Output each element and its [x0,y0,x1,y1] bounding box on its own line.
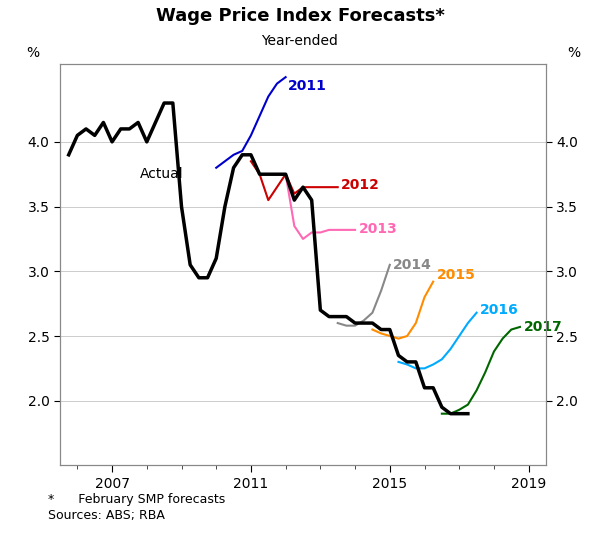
Text: 2016: 2016 [480,303,519,317]
Text: 2017: 2017 [523,320,562,334]
Text: %: % [26,46,39,60]
Text: Wage Price Index Forecasts*: Wage Price Index Forecasts* [155,7,445,25]
Text: Actual: Actual [140,167,184,181]
Text: 2013: 2013 [359,221,397,235]
Text: Year-ended: Year-ended [262,34,338,49]
Text: 2012: 2012 [341,178,380,192]
Text: *      February SMP forecasts: * February SMP forecasts [48,493,225,506]
Text: 2015: 2015 [437,268,476,282]
Text: 2011: 2011 [287,79,326,93]
Text: Sources: ABS; RBA: Sources: ABS; RBA [48,509,165,522]
Text: %: % [567,46,580,60]
Text: 2014: 2014 [393,258,432,272]
